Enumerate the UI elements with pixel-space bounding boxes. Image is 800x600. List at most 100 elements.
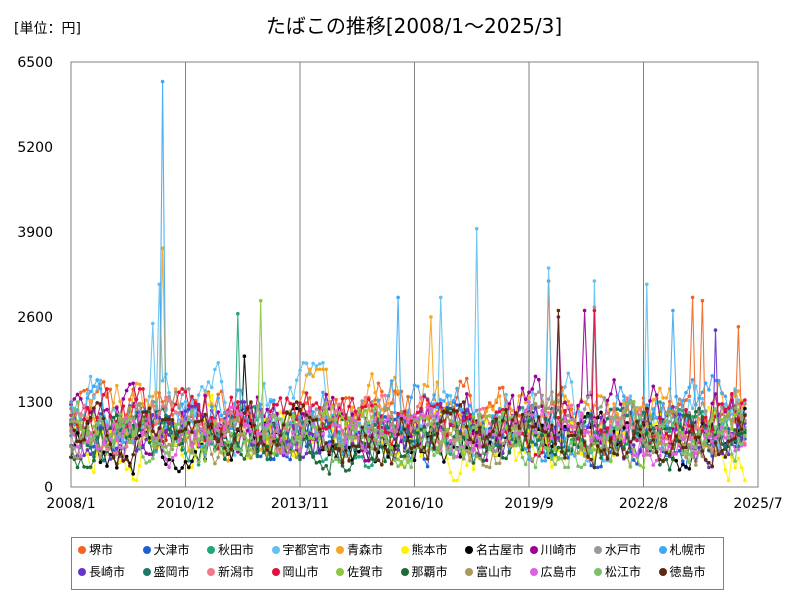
data-point bbox=[461, 415, 466, 419]
data-point bbox=[582, 440, 587, 445]
data-point bbox=[733, 459, 737, 463]
data-point bbox=[520, 448, 525, 452]
data-point bbox=[92, 436, 96, 440]
data-point bbox=[448, 446, 453, 450]
data-point bbox=[432, 453, 436, 458]
data-point bbox=[429, 422, 433, 426]
data-point bbox=[661, 396, 665, 400]
data-point bbox=[576, 451, 580, 455]
data-point bbox=[187, 417, 191, 422]
data-point bbox=[376, 411, 381, 416]
data-point bbox=[223, 457, 227, 462]
data-point bbox=[474, 408, 479, 413]
data-point bbox=[586, 430, 590, 434]
data-point bbox=[183, 427, 188, 431]
data-point bbox=[510, 444, 515, 448]
data-point bbox=[131, 430, 135, 434]
data-point bbox=[75, 392, 80, 397]
data-point bbox=[566, 413, 571, 418]
data-point bbox=[546, 433, 551, 438]
data-point bbox=[324, 367, 329, 372]
data-point bbox=[200, 444, 204, 449]
data-point bbox=[667, 419, 672, 424]
data-point bbox=[638, 450, 642, 454]
data-point bbox=[183, 409, 188, 414]
data-point bbox=[249, 418, 253, 423]
data-point bbox=[187, 387, 191, 391]
data-point bbox=[527, 452, 531, 456]
data-point bbox=[288, 421, 293, 426]
data-point bbox=[569, 440, 574, 445]
data-point bbox=[412, 430, 417, 435]
data-point bbox=[98, 425, 103, 430]
data-point bbox=[622, 439, 626, 444]
data-point bbox=[442, 409, 446, 414]
data-point bbox=[687, 424, 692, 428]
data-point bbox=[317, 451, 322, 455]
data-point bbox=[281, 450, 286, 455]
data-point bbox=[353, 428, 358, 433]
legend-swatch bbox=[142, 546, 151, 554]
data-point bbox=[438, 401, 443, 406]
data-point bbox=[497, 415, 502, 420]
y-tick-label: 5200 bbox=[17, 140, 53, 156]
data-point bbox=[389, 428, 394, 433]
data-point bbox=[677, 412, 682, 417]
data-point bbox=[131, 404, 135, 409]
data-point bbox=[654, 458, 659, 463]
data-point bbox=[111, 401, 116, 405]
data-point bbox=[713, 392, 718, 396]
data-point bbox=[602, 435, 606, 439]
legend-label: 名古屋市 bbox=[476, 543, 525, 557]
data-point bbox=[553, 448, 557, 452]
data-point bbox=[213, 434, 217, 439]
data-point bbox=[553, 415, 557, 419]
data-point bbox=[743, 443, 747, 447]
data-point bbox=[180, 429, 184, 433]
data-point bbox=[615, 412, 620, 416]
legend: 堺市 大津市 秋田市 宇都宮市 青森市 熊本市 名古屋市 川崎市 水戸市 札幌市 長崎市 盛岡市 新潟市… bbox=[71, 537, 724, 590]
data-point bbox=[170, 418, 175, 422]
data-point bbox=[111, 415, 116, 420]
data-point bbox=[419, 412, 423, 417]
data-point bbox=[304, 391, 309, 395]
data-point bbox=[206, 442, 211, 446]
data-point bbox=[196, 443, 201, 448]
data-point bbox=[641, 439, 646, 443]
data-point bbox=[98, 460, 103, 465]
data-point bbox=[288, 457, 293, 462]
legend-item: 水戸市 bbox=[594, 543, 641, 557]
data-point bbox=[160, 455, 165, 460]
data-point bbox=[713, 436, 718, 440]
data-point bbox=[618, 402, 623, 407]
data-point bbox=[101, 450, 106, 455]
data-point bbox=[366, 444, 371, 449]
data-point bbox=[435, 380, 440, 385]
data-point bbox=[736, 447, 741, 452]
data-point bbox=[88, 438, 93, 443]
data-point bbox=[435, 445, 440, 450]
data-point bbox=[399, 414, 404, 418]
data-point bbox=[141, 445, 145, 450]
data-point bbox=[635, 419, 639, 424]
data-point bbox=[79, 397, 83, 401]
data-point bbox=[546, 453, 551, 458]
data-point bbox=[268, 409, 273, 414]
data-point bbox=[667, 467, 672, 472]
data-point bbox=[739, 466, 744, 470]
data-point bbox=[504, 408, 508, 412]
data-point bbox=[716, 452, 721, 457]
data-point bbox=[294, 455, 299, 460]
data-point bbox=[72, 446, 77, 450]
data-point bbox=[697, 450, 701, 454]
data-point bbox=[85, 396, 90, 400]
data-point bbox=[340, 441, 345, 446]
data-point bbox=[347, 404, 351, 409]
data-point bbox=[242, 435, 247, 439]
data-point bbox=[484, 435, 489, 439]
data-point bbox=[703, 439, 708, 443]
data-point bbox=[566, 371, 571, 376]
data-point bbox=[115, 413, 119, 418]
data-point bbox=[311, 410, 315, 414]
data-point bbox=[98, 455, 103, 460]
